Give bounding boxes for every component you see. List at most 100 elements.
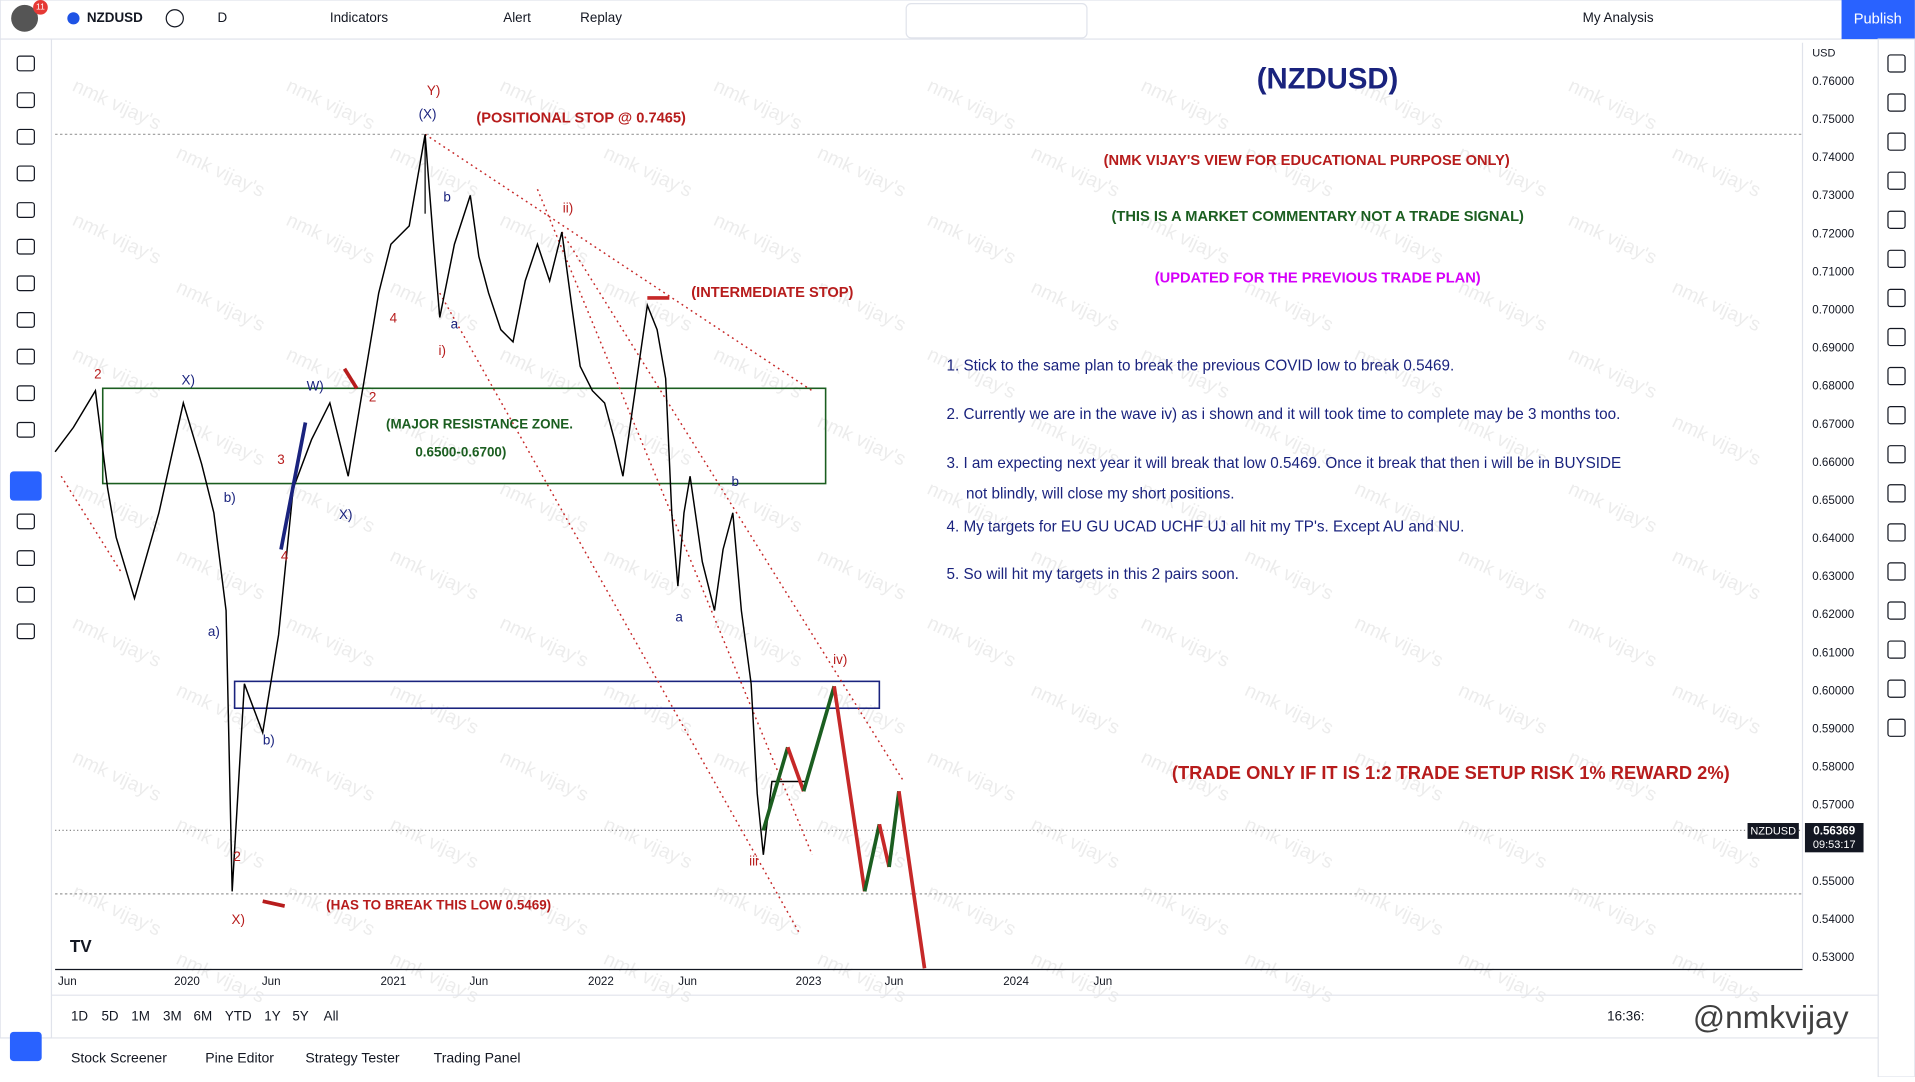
wave-label: ii) xyxy=(563,200,573,215)
tool-icon[interactable] xyxy=(16,623,35,640)
tool-icon[interactable] xyxy=(16,513,35,530)
interval[interactable]: D xyxy=(218,10,228,25)
wave-label: b xyxy=(443,189,450,204)
indicators[interactable]: Indicators xyxy=(330,10,388,25)
active-tool[interactable] xyxy=(9,471,42,501)
price-tick: 0.66000 xyxy=(1812,456,1854,469)
sidebar-icon[interactable] xyxy=(1887,523,1906,542)
range-button[interactable]: 1D xyxy=(71,1009,88,1024)
price-tick: 0.57000 xyxy=(1812,799,1854,812)
price-tick: 0.69000 xyxy=(1812,342,1854,355)
sidebar-icon[interactable] xyxy=(1887,93,1906,112)
trade-rule: (TRADE ONLY IF IT IS 1:2 TRADE SETUP RIS… xyxy=(1172,762,1730,783)
price-tick: 0.76000 xyxy=(1812,75,1854,88)
tool-icon[interactable] xyxy=(16,348,35,365)
currency: USD xyxy=(1812,48,1835,60)
time-tick: 2021 xyxy=(380,975,406,988)
note: 4. My targets for EU GU UCAD UCHF UJ all… xyxy=(947,519,1465,536)
range-button[interactable]: 6M xyxy=(194,1009,213,1024)
wave-label: a) xyxy=(208,624,220,639)
tool-icon[interactable] xyxy=(16,238,35,255)
clock: 16:36: xyxy=(1607,1009,1644,1024)
drawing-toolbar xyxy=(905,3,1088,39)
replay[interactable]: Replay xyxy=(580,10,622,25)
sidebar-icon[interactable] xyxy=(1887,562,1906,581)
price-tick: 0.73000 xyxy=(1812,189,1854,202)
tool-icon[interactable] xyxy=(16,128,35,145)
bottom-tab[interactable]: Strategy Tester xyxy=(305,1049,399,1065)
sidebar-icon[interactable] xyxy=(1887,601,1906,620)
sidebar-icon[interactable] xyxy=(1887,366,1906,386)
tool-icon[interactable] xyxy=(16,55,35,72)
tool-icon[interactable] xyxy=(16,586,35,603)
time-tick: 2024 xyxy=(1003,975,1029,988)
tool-icon[interactable] xyxy=(16,275,35,292)
price-tick: 0.64000 xyxy=(1812,532,1854,545)
layout[interactable]: My Analysis xyxy=(1583,10,1654,25)
sidebar-icon[interactable] xyxy=(1887,484,1906,503)
tool-icon[interactable] xyxy=(16,421,35,438)
support-zone xyxy=(233,680,881,710)
price-tick: 0.54000 xyxy=(1812,913,1854,926)
price-tick: 0.68000 xyxy=(1812,380,1854,393)
price-tick: 0.53000 xyxy=(1812,951,1854,964)
sidebar-icon[interactable] xyxy=(1887,718,1906,737)
range-button[interactable]: All xyxy=(324,1009,339,1024)
zone-range: 0.6500-0.6700) xyxy=(415,445,506,460)
disclaimer: (THIS IS A MARKET COMMENTARY NOT A TRADE… xyxy=(1112,209,1524,225)
wave-label: X) xyxy=(232,912,245,927)
sidebar-icon[interactable] xyxy=(1887,288,1906,308)
intermediate-stop: (INTERMEDIATE STOP) xyxy=(691,285,853,301)
sidebar-icon[interactable] xyxy=(1887,54,1906,73)
wave-label: 3 xyxy=(277,452,284,467)
bottom-tab[interactable]: Trading Panel xyxy=(434,1049,521,1065)
avatar[interactable] xyxy=(11,4,39,32)
tool-icon[interactable] xyxy=(16,550,35,566)
range-button[interactable]: 1Y xyxy=(264,1009,280,1024)
note: 3. I am expecting next year it will brea… xyxy=(947,455,1622,472)
sidebar-icon[interactable] xyxy=(1887,249,1906,269)
wave-label: a xyxy=(451,316,459,331)
wave-label: a xyxy=(675,609,683,624)
symbol[interactable]: NZDUSD xyxy=(87,10,143,25)
publish-button[interactable] xyxy=(1841,0,1915,40)
range-button[interactable]: 5D xyxy=(101,1009,118,1024)
range-button[interactable]: 3M xyxy=(163,1009,182,1024)
wave-label: 2 xyxy=(233,849,240,864)
sidebar-icon[interactable] xyxy=(1887,679,1906,698)
bottom-tab[interactable]: Stock Screener xyxy=(71,1049,167,1065)
sidebar-icon[interactable] xyxy=(1887,210,1906,229)
price-tick: 0.61000 xyxy=(1812,646,1854,659)
resistance-zone xyxy=(101,387,827,485)
price-tick: 0.59000 xyxy=(1812,723,1854,736)
publish[interactable]: Publish xyxy=(1854,11,1902,27)
range-button[interactable]: 5Y xyxy=(292,1009,308,1024)
sidebar-icon[interactable] xyxy=(1887,445,1906,464)
range-button[interactable]: 1M xyxy=(131,1009,150,1024)
price-tick: 0.65000 xyxy=(1812,494,1854,507)
tool-icon[interactable] xyxy=(16,385,35,402)
disclaimer: (NMK VIJAY'S VIEW FOR EDUCATIONAL PURPOS… xyxy=(1104,153,1510,169)
sidebar-icon[interactable] xyxy=(1887,132,1906,151)
tool-icon[interactable] xyxy=(16,311,35,328)
sidebar-icon[interactable] xyxy=(1887,327,1906,347)
bottom-tab[interactable]: Pine Editor xyxy=(205,1049,274,1065)
alert[interactable]: Alert xyxy=(503,10,531,25)
sidebar-icon[interactable] xyxy=(1887,171,1906,190)
wave-label: 2 xyxy=(94,366,101,381)
tool-icon[interactable] xyxy=(16,165,35,182)
wave-label: X) xyxy=(182,373,195,388)
price-tick: 0.70000 xyxy=(1812,303,1854,316)
note: 2. Currently we are in the wave iv) as i… xyxy=(947,406,1621,423)
price-tick: 0.67000 xyxy=(1812,418,1854,431)
tool-icon[interactable] xyxy=(16,92,35,109)
price-tick: 0.75000 xyxy=(1812,113,1854,126)
wave-label: 4 xyxy=(390,310,398,325)
tool-icon[interactable] xyxy=(16,202,35,218)
sidebar-icon[interactable] xyxy=(1887,640,1906,659)
sidebar-icon[interactable] xyxy=(1887,406,1906,425)
range-button[interactable]: YTD xyxy=(225,1009,252,1024)
wave-label: i) xyxy=(438,343,445,358)
chart-title: (NZDUSD) xyxy=(1257,62,1399,95)
wave-label: iv) xyxy=(833,652,847,667)
